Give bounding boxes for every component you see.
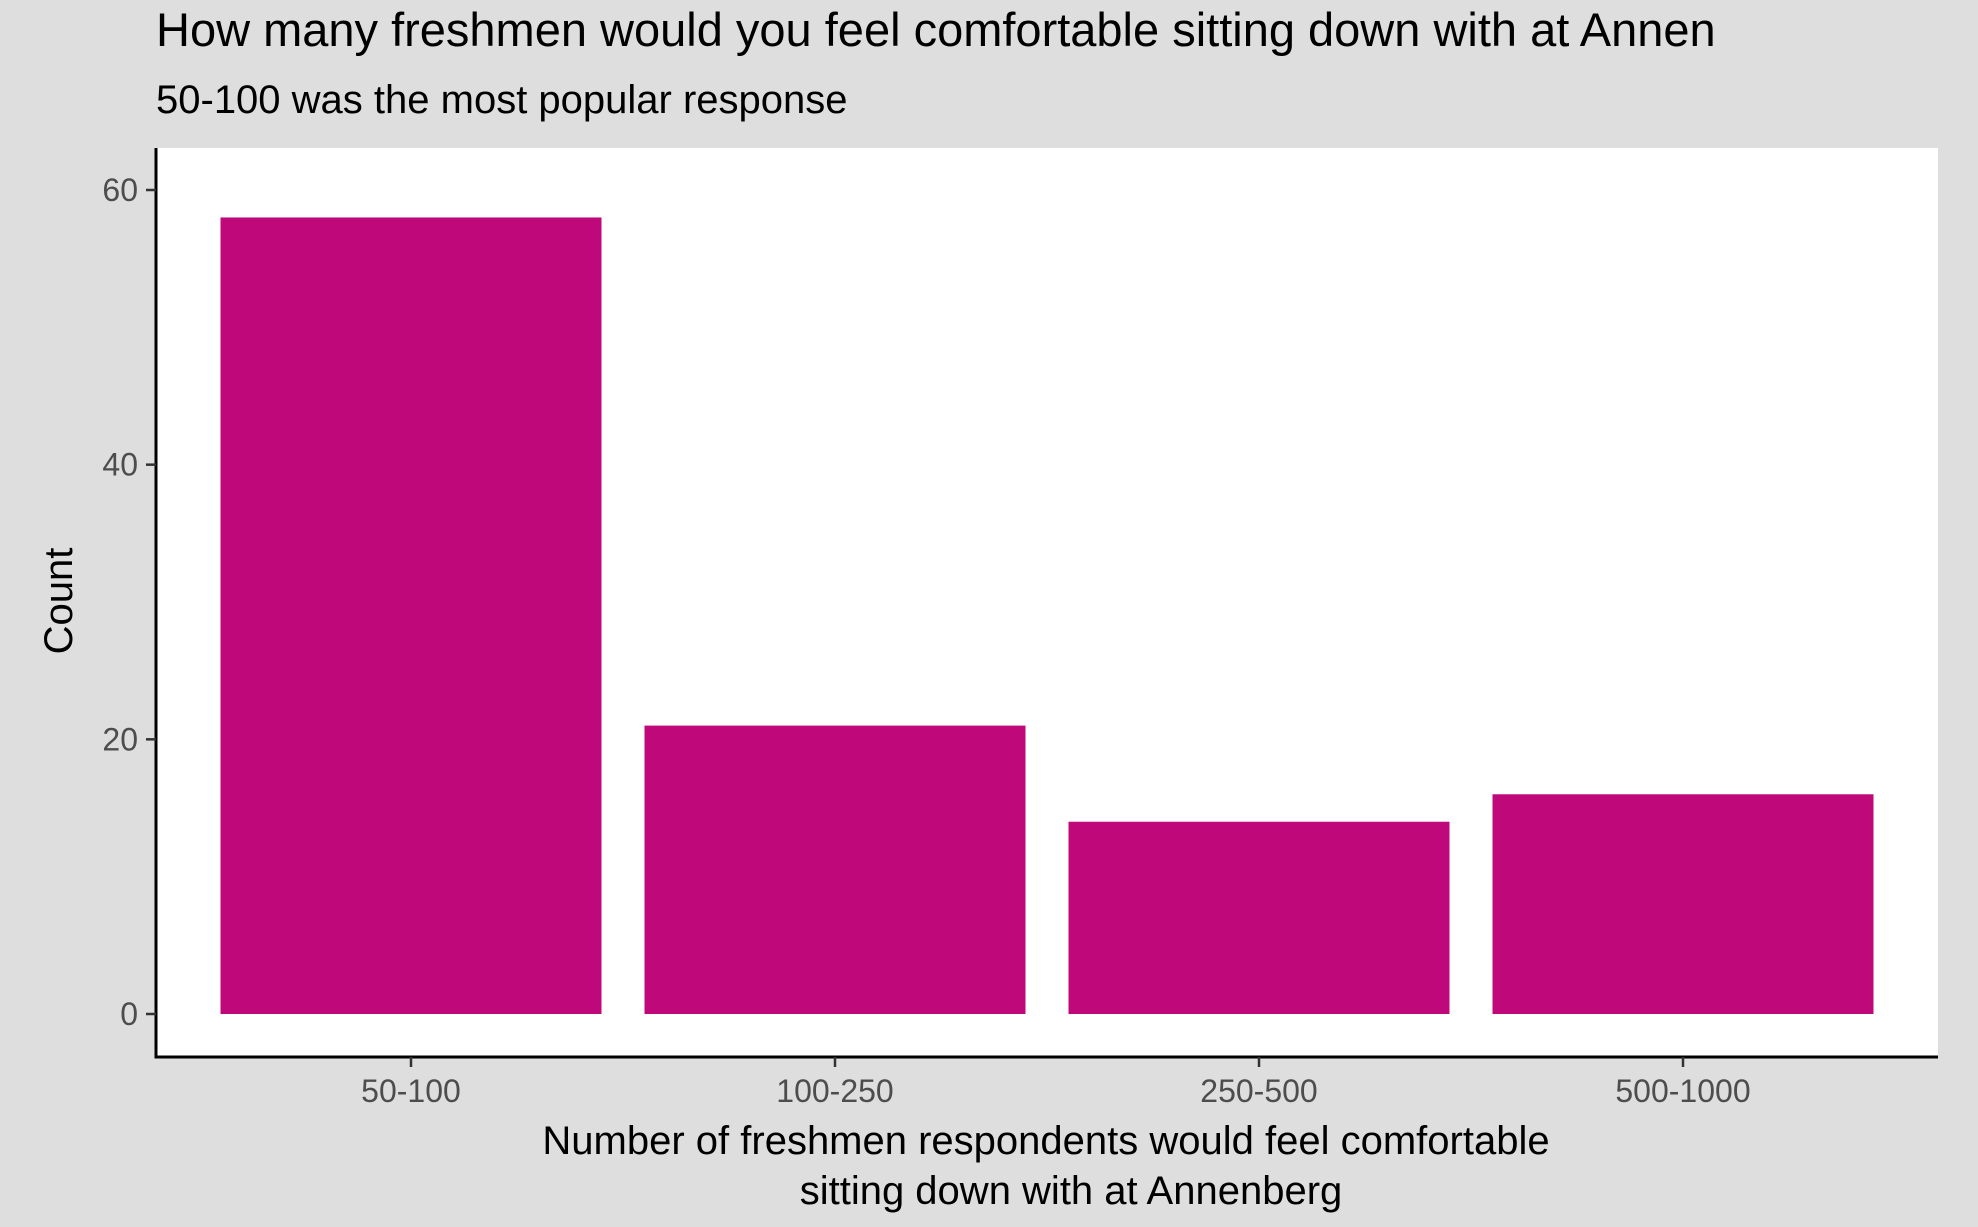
bar-50-100: [220, 217, 602, 1014]
chart-subtitle: 50-100 was the most popular response: [156, 78, 848, 122]
y-tick-label-0: 0: [120, 996, 138, 1032]
x-tick-label-100-250: 100-250: [776, 1073, 893, 1109]
bar-100-250: [644, 725, 1026, 1014]
chart-title: How many freshmen would you feel comfort…: [156, 3, 1716, 56]
y-tick-label-40: 40: [102, 447, 138, 483]
y-tick-label-60: 60: [102, 172, 138, 208]
x-tick-label-50-100: 50-100: [361, 1073, 461, 1109]
x-axis-label-line-2: sitting down with at Annenberg: [800, 1169, 1343, 1213]
bar-250-500: [1068, 821, 1450, 1014]
bar-500-1000: [1492, 794, 1874, 1014]
y-axis-label: Count: [37, 548, 81, 655]
ticks-layer: 0 20 40 60 50-100 100-250 250-500 500-1000: [102, 172, 1750, 1109]
x-tick-label-250-500: 250-500: [1200, 1073, 1317, 1109]
bars-layer: [220, 217, 1874, 1014]
y-tick-label-20: 20: [102, 721, 138, 757]
axes-layer: [154, 148, 1938, 1059]
x-axis-label-line-1: Number of freshmen respondents would fee…: [542, 1119, 1549, 1163]
x-tick-label-500-1000: 500-1000: [1615, 1073, 1750, 1109]
